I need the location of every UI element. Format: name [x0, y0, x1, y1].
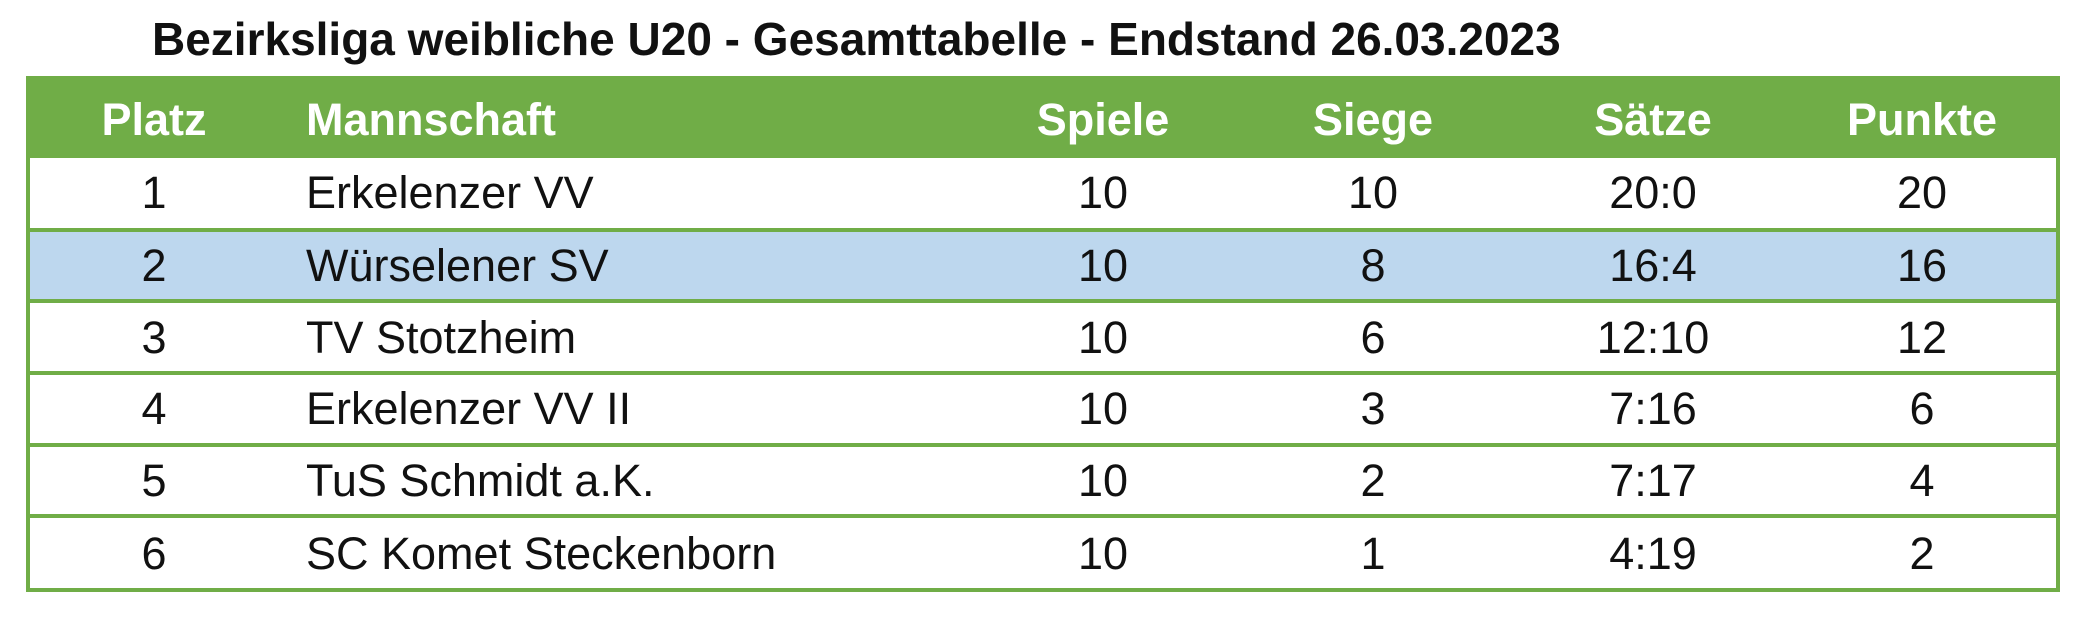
cell-mannschaft: SC Komet Steckenborn [278, 514, 978, 588]
cell-spiele: 10 [978, 299, 1228, 373]
cell-spiele: 10 [1077, 167, 1129, 219]
header-dash: - [1148, 93, 1163, 144]
table-row: 5 TuS Schmidt a.K. 10 2 7:17 4 [30, 442, 2056, 517]
cell-punkte: 2 [1788, 514, 2056, 588]
cell-saetze: 12:10 [1518, 299, 1788, 373]
header-platz: Platz [101, 93, 207, 145]
cell-mannschaft: Würselener SV [278, 227, 978, 302]
cell-punkte: 6 [1788, 370, 2056, 445]
header-mannschaft: Mannschaft - [278, 80, 1163, 158]
table-row: 6 SC Komet Steckenborn 10 1 4:19 2 [30, 514, 2056, 588]
cell-saetze: 20:0 [1609, 167, 1697, 219]
cell-spiele: 10 [978, 442, 1228, 517]
header-punkte: Punkte [1846, 93, 1998, 145]
cell-punkte: 12 [1788, 299, 2056, 373]
cell-spiele: 10 [978, 370, 1228, 445]
cell-punkte: 20 [1896, 167, 1948, 219]
cell-siege: 10 [1347, 167, 1399, 219]
cell-platz: 2 [30, 227, 278, 302]
cell-siege: 2 [1228, 442, 1518, 517]
cell-saetze: 7:16 [1518, 370, 1788, 445]
cell-platz: 6 [30, 514, 278, 588]
header-mannschaft-label: Mannschaft [306, 93, 557, 145]
standings-table-container: Platz Mannschaft - Spiele Siege Sätze Pu… [26, 76, 2060, 592]
cell-siege: 6 [1228, 299, 1518, 373]
cell-mannschaft: TuS Schmidt a.K. [278, 442, 978, 517]
cell-saetze: 16:4 [1518, 227, 1788, 302]
cell-platz: 1 [141, 167, 167, 219]
cell-spiele: 10 [978, 514, 1228, 588]
cell-saetze: 7:17 [1518, 442, 1788, 517]
header-saetze: Sätze [1594, 93, 1712, 145]
cell-saetze: 4:19 [1518, 514, 1788, 588]
cell-siege: 8 [1228, 227, 1518, 302]
table-row: 4 Erkelenzer VV II 10 3 7:16 6 [30, 370, 2056, 445]
cell-platz: 3 [30, 299, 278, 373]
cell-mannschaft: TV Stotzheim [278, 299, 978, 373]
cell-platz: 4 [30, 370, 278, 445]
page-title: Bezirksliga weibliche U20 - Gesamttabell… [152, 13, 1561, 65]
standings-table: Platz Mannschaft - Spiele Siege Sätze Pu… [30, 80, 2056, 588]
cell-mannschaft: Erkelenzer VV II [278, 370, 978, 445]
table-row: 1 Erkelenzer VV 10 10 20:0 20 [30, 158, 2056, 230]
cell-punkte: 16 [1788, 227, 2056, 302]
table-row: 3 TV Stotzheim 10 6 12:10 12 [30, 299, 2056, 373]
cell-mannschaft: Erkelenzer VV [306, 167, 594, 219]
cell-punkte: 4 [1788, 442, 2056, 517]
cell-platz: 5 [30, 442, 278, 517]
header-spiele: Spiele [1036, 93, 1170, 145]
header-siege: Siege [1312, 93, 1434, 145]
cell-spiele: 10 [978, 227, 1228, 302]
cell-siege: 1 [1228, 514, 1518, 588]
table-row-highlighted: 2 Würselener SV 10 8 16:4 16 [30, 227, 2056, 302]
cell-siege: 3 [1228, 370, 1518, 445]
table-header-row: Platz Mannschaft - Spiele Siege Sätze Pu… [30, 80, 2056, 158]
